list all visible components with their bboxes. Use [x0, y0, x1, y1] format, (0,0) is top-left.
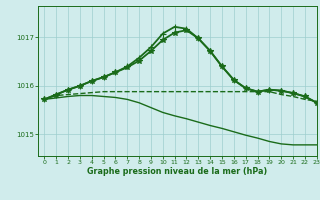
- X-axis label: Graphe pression niveau de la mer (hPa): Graphe pression niveau de la mer (hPa): [87, 167, 268, 176]
